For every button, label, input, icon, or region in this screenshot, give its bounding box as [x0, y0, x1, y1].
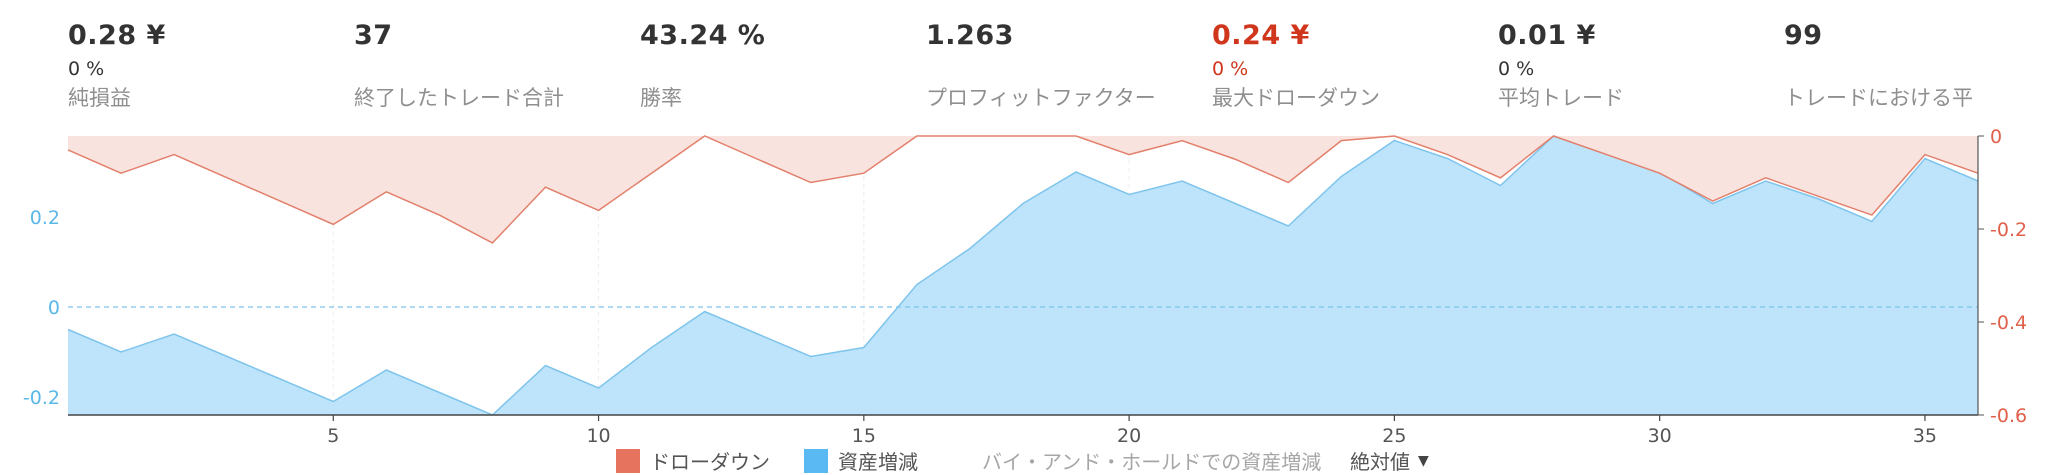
legend-item-buy-hold[interactable]: バイ・アンド・ホールドでの資産増減 — [982, 446, 1321, 475]
equity-area — [68, 136, 1978, 415]
right-axis-tick-label: -0.6 — [1990, 405, 2027, 427]
value-mode-dropdown[interactable]: 絶対値 ▼ — [1350, 446, 1429, 475]
stat-value: 43.24 % — [640, 20, 766, 51]
left-axis-tick-label: 0.2 — [30, 207, 60, 229]
stat-value: 0.24 ¥ — [1212, 20, 1310, 51]
legend-item-drawdown[interactable]: ドローダウン — [616, 446, 770, 475]
stat-value: 37 — [354, 20, 393, 51]
stat-label: トレードにおける平 — [1784, 86, 1973, 110]
right-axis-tick-label: -0.4 — [1990, 312, 2027, 334]
left-axis-tick-label: -0.2 — [23, 387, 60, 409]
stat-label: プロフィットファクター — [926, 86, 1156, 110]
stat-avg-trade: 0.01 ¥ 0 % 平均トレード — [1498, 16, 1788, 114]
stat-value: 1.263 — [926, 20, 1014, 51]
stat-max-drawdown: 0.24 ¥ 0 % 最大ドローダウン — [1212, 16, 1502, 114]
stats-bar: 0.28 ¥ 0 % 純損益 37 終了したトレード合計 43.24 % 勝率 … — [0, 0, 2048, 120]
stat-label: 純損益 — [68, 86, 131, 110]
stat-value: 0.28 ¥ — [68, 20, 166, 51]
right-axis-tick-label: -0.2 — [1990, 219, 2027, 241]
right-axis-tick-label: 0 — [1990, 126, 2002, 148]
chart-legend: ドローダウン 資産増減 バイ・アンド・ホールドでの資産増減 絶対値 ▼ — [0, 444, 2048, 474]
stat-label: 勝率 — [640, 86, 682, 110]
stat-label: 終了したトレード合計 — [354, 86, 564, 110]
legend-label: ドローダウン — [650, 450, 770, 474]
legend-label: 資産増減 — [838, 450, 918, 474]
stat-value: 0.01 ¥ — [1498, 20, 1596, 51]
caret-down-icon: ▼ — [1418, 452, 1429, 469]
x-tick-label: 30 — [1648, 425, 1672, 444]
stat-percent: 0 % — [68, 58, 105, 80]
x-tick-label: 25 — [1382, 425, 1406, 444]
legend-swatch-equity — [804, 448, 828, 473]
equity-drawdown-chart: 5 10 15 20 25 30 35 0.2 0 -0.2 0 -0.2 -0.4 -0.6 — [23, 126, 2027, 444]
stat-avg-bars-in-trade: 99 トレードにおける平 — [1784, 16, 2048, 114]
drawdown-line — [67, 135, 1979, 244]
dropdown-label: 絶対値 — [1350, 450, 1410, 474]
x-tick-label: 10 — [586, 425, 610, 444]
x-tick-label: 5 — [327, 425, 339, 444]
x-tick-label: 20 — [1117, 425, 1141, 444]
stat-win-rate: 43.24 % 勝率 — [640, 16, 930, 114]
x-tick-label: 15 — [852, 425, 876, 444]
left-axis-tick-label: 0 — [48, 297, 60, 319]
stat-label: 最大ドローダウン — [1212, 86, 1380, 110]
stat-label: 平均トレード — [1498, 86, 1624, 110]
legend-swatch-drawdown — [616, 448, 640, 473]
stat-profit-factor: 1.263 プロフィットファクター — [926, 16, 1216, 114]
stat-value: 99 — [1784, 20, 1823, 51]
legend-item-equity[interactable]: 資産増減 — [804, 446, 918, 475]
legend-label: バイ・アンド・ホールドでの資産増減 — [982, 450, 1322, 474]
stat-percent: 0 % — [1498, 58, 1535, 80]
x-tick-label: 35 — [1913, 425, 1937, 444]
stat-total-closed-trades: 37 終了したトレード合計 — [354, 16, 644, 114]
stat-percent: 0 % — [1212, 58, 1249, 80]
stat-net-profit: 0.28 ¥ 0 % 純損益 — [68, 16, 358, 114]
drawdown-area — [68, 136, 1978, 243]
